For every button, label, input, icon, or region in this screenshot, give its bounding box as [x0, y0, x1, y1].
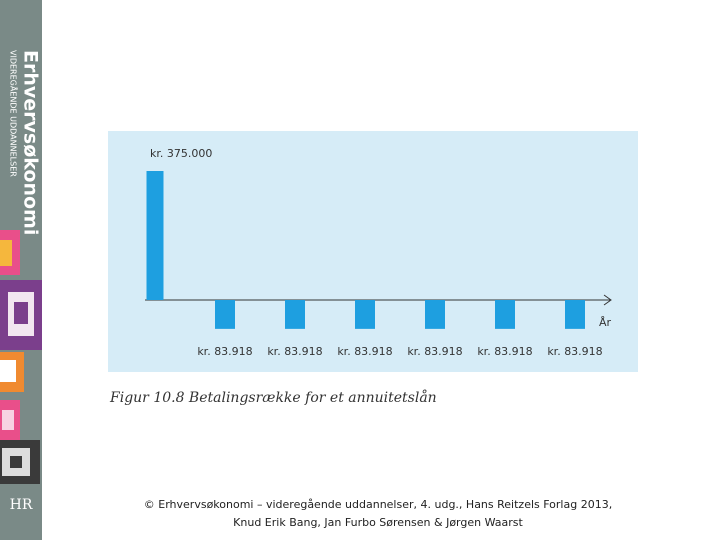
bar	[285, 300, 305, 329]
value-label: kr. 83.918	[337, 345, 392, 358]
bar	[425, 300, 445, 329]
value-label: kr. 83.918	[267, 345, 322, 358]
bar	[565, 300, 585, 329]
value-label: kr. 83.918	[547, 345, 602, 358]
caption: Figur 10.8 Betalingsrække for et annuite…	[109, 389, 437, 406]
sidebar-subtitle: VIDEREGÅENDE UDDANNELSER	[9, 50, 20, 177]
bar	[355, 300, 375, 329]
axis-arrow	[603, 294, 612, 306]
footer-line: Knud Erik Bang, Jan Furbo Sørensen & Jør…	[233, 516, 523, 529]
bar	[495, 300, 515, 329]
value-label: kr. 375.000	[150, 147, 212, 160]
sidebar-pattern	[0, 230, 42, 484]
footer-line: © Erhvervsøkonomi – videregående uddanne…	[144, 498, 612, 511]
chart-panel	[108, 131, 638, 372]
bar	[146, 171, 164, 300]
chart: År kr. 375.000 kr. 83.918 kr. 83.918 kr. 83.…	[145, 147, 612, 358]
value-label: kr. 83.918	[407, 345, 462, 358]
sidebar-title: Erhvervsøkonomi	[20, 50, 42, 235]
value-label: kr. 83.918	[477, 345, 532, 358]
bar	[215, 300, 235, 329]
logo: HR	[10, 497, 33, 513]
x-axis-label: År	[599, 316, 612, 329]
value-label: kr. 83.918	[197, 345, 252, 358]
